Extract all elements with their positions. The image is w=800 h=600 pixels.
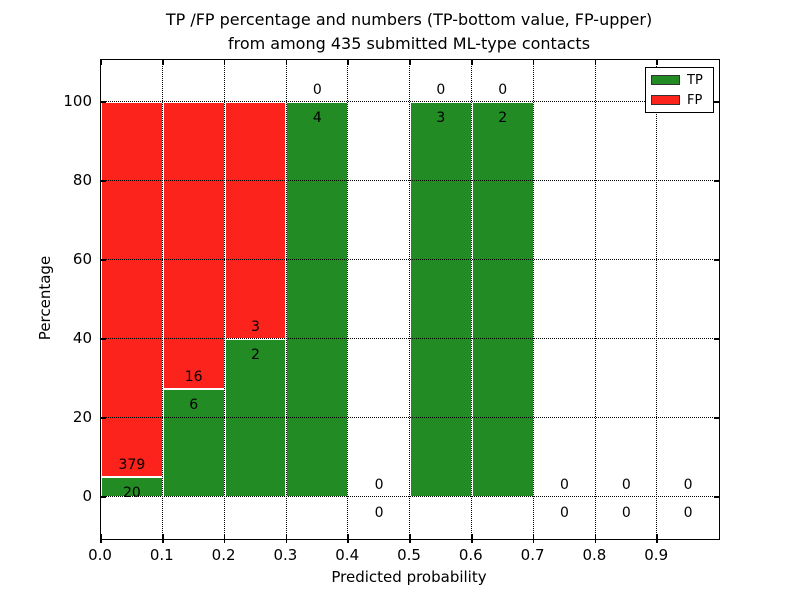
x-tick-label: 0.5 [397,546,421,564]
chart-title: TP /FP percentage and numbers (TP-bottom… [100,8,718,56]
bar-tp-segment [286,101,349,498]
x-tick-label: 0.6 [458,546,483,564]
x-gridline [409,60,411,539]
y-tick-label: 80 [72,170,92,189]
x-tick-bottom [594,534,597,543]
x-tick-top [656,60,658,65]
legend-label: FP [687,92,703,108]
x-tick-top [409,60,411,65]
y-tick-right [714,180,719,182]
y-tick-right [714,259,719,261]
y-tick-left [101,259,106,261]
y-tick-label: 0 [82,487,92,506]
bar-tp-segment [162,389,225,498]
legend-entry: TP [651,73,708,88]
y-tick-left [101,101,106,103]
y-tick-left [101,180,106,182]
fp-count-label: 0 [498,82,508,99]
x-tick-top [471,60,473,65]
tp-count-label: 0 [621,504,631,521]
legend-entry: FP [651,93,708,108]
plot-area: 379 20 16 6 3 2 0 4 0 0 0 3 0 2 0 0 0 0 0 0 [100,59,720,543]
x-tick-bottom [100,534,102,543]
x-tick-bottom [471,534,473,543]
y-tick-left [101,417,106,419]
bar-tp-segment [410,101,472,498]
fp-count-label: 0 [374,477,384,494]
x-axis-label: Predicted probability [331,568,487,586]
x-tick-top [223,60,226,65]
bar-fp-segment [101,101,163,478]
x-gridline [532,60,534,539]
chart-title-line1: TP /FP percentage and numbers (TP-bottom… [165,10,653,29]
fp-count-label: 0 [560,477,569,494]
legend-label: TP [687,72,703,88]
fp-count-label: 0 [312,82,322,99]
y-tick-left [101,496,106,498]
tp-count-label: 4 [312,109,322,126]
x-tick-bottom [347,534,349,543]
y-tick-left [101,338,106,340]
x-gridline [162,60,163,539]
bar-fp-segment [162,101,225,390]
fp-count-label: 379 [118,457,146,474]
x-tick-top [532,60,535,65]
tp-count-label: 0 [374,504,384,521]
x-tick-top [594,60,597,65]
x-tick-bottom [409,534,411,543]
x-tick-label: 0.2 [211,546,236,564]
y-tick-label: 20 [72,408,92,427]
y-tick-right [714,101,719,103]
y-tick-right [714,496,719,498]
chart-title-line2: from among 435 submitted ML-type contact… [227,34,591,53]
bar-fp-segment [224,101,287,340]
x-gridline [223,60,225,539]
tp-count-label: 0 [683,504,693,521]
x-tick-bottom [162,534,164,543]
x-gridline [285,60,287,539]
x-tick-label: 0.4 [335,546,360,564]
y-tick-label: 100 [63,91,92,110]
tp-count-label: 3 [436,109,446,126]
x-gridline [594,60,596,539]
x-gridline [347,60,349,539]
x-tick-label: 0.1 [149,546,174,564]
fp-count-label: 0 [683,477,693,494]
x-tick-label: 0.3 [273,546,298,564]
tp-count-label: 2 [498,109,508,126]
x-tick-bottom [223,534,226,543]
x-tick-label: 0.0 [88,546,112,564]
x-tick-top [162,60,164,65]
bar-tp-segment [471,101,534,498]
x-tick-label: 0.9 [644,546,669,564]
x-tick-bottom [285,534,288,543]
x-gridline [656,60,658,539]
x-tick-top [285,60,288,65]
y-axis-label: Percentage [36,255,54,341]
x-gridline [471,60,472,539]
x-tick-label: 0.7 [520,546,545,564]
tp-count-label: 2 [251,346,260,363]
fp-count-label: 3 [251,319,260,336]
tp-count-label: 0 [560,504,569,521]
tp-count-label: 6 [189,397,199,414]
x-tick-top [347,60,349,65]
fp-count-label: 0 [436,82,446,99]
tp-count-label: 20 [122,485,141,502]
legend: TP FP [645,67,714,113]
fp-legend-swatch-icon [651,95,680,105]
y-tick-label: 60 [72,249,92,268]
tp-legend-swatch-icon [651,75,680,85]
x-tick-top [100,60,102,65]
y-tick-right [714,338,719,340]
fp-count-label: 16 [184,369,203,386]
x-tick-bottom [656,534,658,543]
fp-count-label: 0 [621,477,631,494]
x-tick-label: 0.8 [582,546,607,564]
y-tick-right [714,417,719,419]
x-tick-bottom [532,534,535,543]
y-tick-label: 40 [72,329,92,348]
